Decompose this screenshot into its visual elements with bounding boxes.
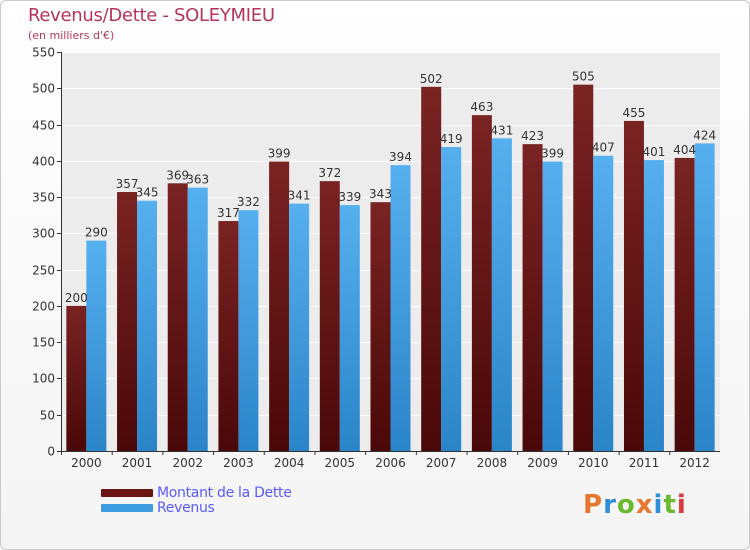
debt-bar: [319, 181, 340, 451]
logo-letter: x: [635, 490, 654, 520]
logo-letter: o: [616, 490, 636, 520]
revenue-value-label: 345: [136, 186, 159, 200]
revenue-value-label: 431: [490, 123, 513, 137]
legend-swatch-revenue: [101, 504, 153, 512]
logo-letter: i: [676, 490, 687, 520]
revenue-value-label: 332: [237, 195, 260, 209]
revenue-bar: [187, 187, 208, 451]
revenue-value-label: 363: [186, 173, 209, 187]
legend-label-revenue: Revenus: [157, 500, 215, 516]
debt-bar: [674, 157, 695, 451]
debt-value-label: 423: [521, 129, 544, 143]
logo-letter: i: [653, 490, 664, 520]
revenue-value-label: 424: [693, 128, 716, 142]
x-tick-label: 2009: [527, 456, 558, 470]
y-tick-label: 150: [32, 336, 55, 350]
debt-value-label: 343: [369, 187, 392, 201]
revenue-bar: [86, 240, 107, 451]
x-tick-label: 2007: [426, 456, 457, 470]
x-tick-label: 2000: [71, 456, 102, 470]
debt-value-label: 404: [673, 143, 696, 157]
debt-bar: [66, 305, 87, 451]
x-tick-label: 2012: [679, 456, 710, 470]
revenue-value-label: 407: [592, 141, 615, 155]
debt-value-label: 357: [116, 177, 139, 191]
chart-title: Revenus/Dette - SOLEYMIEU: [28, 5, 275, 26]
y-axis-ticks: 0 50 100 150 200 250 300 350 400 450 500 550: [32, 46, 61, 459]
revenue-bar: [593, 155, 614, 452]
y-tick-label: 500: [32, 82, 55, 96]
x-tick-label: 2011: [629, 456, 660, 470]
y-tick-label: 200: [32, 300, 55, 314]
revenue-bar: [441, 147, 462, 451]
x-tick-label: 2004: [274, 456, 305, 470]
debt-bar: [421, 86, 442, 452]
revenue-value-label: 399: [541, 147, 564, 161]
revenue-bar: [542, 161, 563, 451]
logo-letter: r: [603, 490, 617, 520]
revenue-bar: [238, 210, 259, 451]
logo-letter: P: [583, 490, 604, 520]
revenue-value-label: 290: [85, 226, 108, 240]
x-tick-label: 2005: [325, 456, 356, 470]
y-tick-label: 450: [32, 119, 55, 133]
revenue-value-label: 394: [389, 150, 412, 164]
x-axis-ticks: 2000 2001 2002 2003 2004 2005 2006 2007 2008 2009…: [61, 451, 710, 470]
revenue-bar: [694, 143, 715, 451]
y-tick-label: 400: [32, 155, 55, 169]
debt-bar: [573, 84, 594, 452]
x-tick-label: 2008: [477, 456, 508, 470]
debt-value-label: 317: [217, 206, 240, 220]
revenue-bar: [643, 160, 664, 452]
debt-bar: [167, 183, 188, 452]
revenue-value-label: 339: [338, 190, 361, 204]
logo-letter: t: [663, 490, 677, 520]
bars: [66, 84, 715, 452]
x-tick-label: 2003: [223, 456, 254, 470]
x-tick-label: 2001: [122, 456, 153, 470]
proxiti-logo: Proxiti: [583, 490, 687, 520]
y-tick-label: 250: [32, 264, 55, 278]
debt-bar: [370, 202, 391, 451]
x-tick-label: 2010: [578, 456, 609, 470]
y-tick-label: 350: [32, 191, 55, 205]
chart-subtitle: (en milliers d'€): [28, 29, 115, 42]
debt-bar: [471, 115, 492, 451]
debt-value-label: 399: [268, 147, 291, 161]
debt-value-label: 369: [166, 168, 189, 182]
y-tick-label: 550: [32, 46, 55, 60]
debt-bar: [269, 161, 290, 451]
legend-swatch-debt: [101, 489, 153, 497]
debt-value-label: 502: [420, 72, 443, 86]
debt-value-label: 463: [470, 100, 493, 114]
debt-bar: [218, 221, 239, 451]
debt-bar: [117, 192, 138, 451]
debt-value-label: 455: [623, 106, 646, 120]
debt-bar: [522, 144, 543, 451]
revenue-bar: [137, 200, 158, 451]
revenue-bar: [390, 165, 411, 452]
debt-value-label: 505: [572, 70, 595, 84]
y-tick-label: 0: [47, 445, 55, 459]
x-tick-label: 2006: [375, 456, 406, 470]
debt-bar: [623, 120, 644, 451]
debt-value-label: 200: [65, 291, 88, 305]
legend-label-debt: Montant de la Dette: [157, 485, 292, 501]
y-tick-label: 300: [32, 227, 55, 241]
y-tick-label: 100: [32, 372, 55, 386]
revenue-value-label: 419: [440, 132, 463, 146]
x-tick-label: 2002: [172, 456, 203, 470]
revenue-bar: [491, 138, 512, 451]
y-tick-label: 50: [40, 409, 55, 423]
revenue-bar: [289, 203, 310, 451]
revenue-value-label: 341: [288, 189, 311, 203]
revenue-bar: [339, 205, 360, 451]
debt-value-label: 372: [318, 166, 341, 180]
revenue-value-label: 401: [643, 145, 666, 159]
